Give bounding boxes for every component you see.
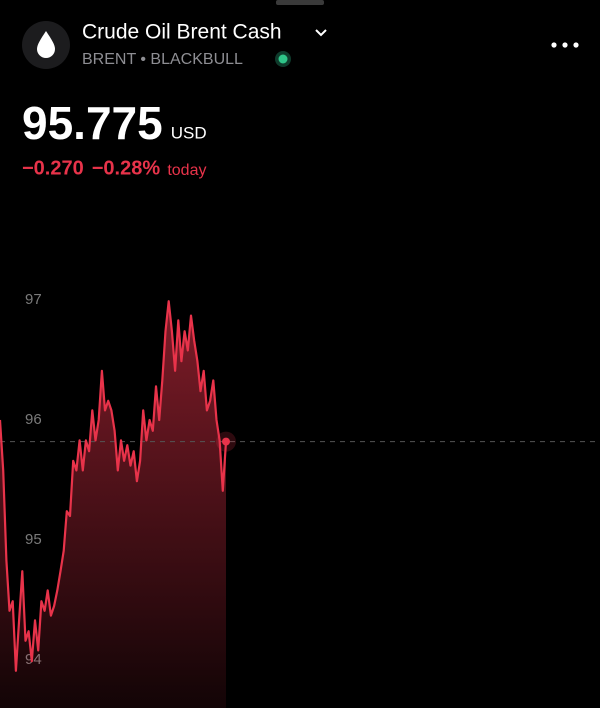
asset-icon[interactable]: [22, 21, 70, 69]
currency: USD: [171, 123, 207, 142]
title[interactable]: Crude Oil Brent Cash: [82, 21, 282, 44]
drag-handle: [276, 0, 324, 5]
menu-dot: [551, 42, 557, 48]
dropdown-chevron[interactable]: [315, 29, 327, 37]
price: 95.775: [22, 97, 163, 149]
subtitle: BRENT • BLACKBULL: [82, 51, 243, 68]
y-tick-label: 97: [25, 291, 42, 308]
y-tick-label: 96: [25, 411, 42, 428]
drop-icon: [37, 31, 55, 58]
y-tick-label: 95: [25, 531, 42, 548]
price-line: [0, 300, 228, 672]
change: −0.270: [22, 157, 84, 179]
area-fill: [0, 301, 226, 708]
menu-dot: [573, 42, 579, 48]
period: today: [167, 162, 206, 179]
menu-dot: [562, 42, 568, 48]
current-point: [222, 437, 230, 446]
more-menu[interactable]: [551, 42, 579, 48]
status-dot: [278, 54, 288, 64]
change-percent: −0.28%: [92, 157, 161, 179]
